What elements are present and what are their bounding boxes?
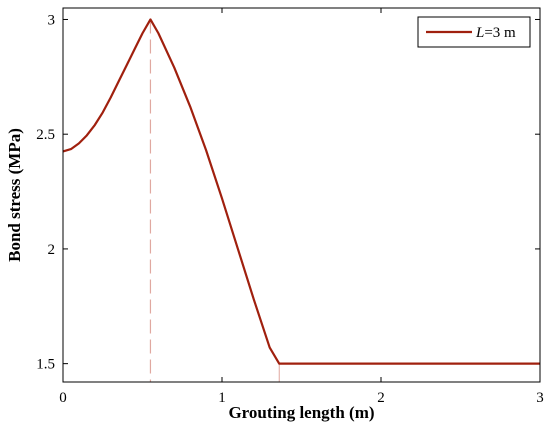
legend-box (417, 16, 531, 48)
x-tick-label: 2 (377, 390, 385, 406)
y-axis-ticks: 1.5 2 2.5 3 (36, 12, 540, 373)
x-tick-label: 0 (59, 390, 67, 406)
y-tick-label: 2.5 (36, 127, 55, 143)
x-axis-ticks: 0 1 2 3 (59, 8, 544, 406)
legend: L=3 m (417, 16, 531, 48)
series-group (62, 18, 540, 365)
legend-entry-italic: L (475, 25, 484, 41)
y-tick-label: 2 (48, 242, 56, 258)
x-tick-label: 3 (536, 390, 544, 406)
plot-frame (62, 7, 541, 383)
y-tick-label: 1.5 (36, 357, 55, 373)
x-axis-label: Grouting length (m) (228, 403, 374, 422)
series-line (62, 18, 540, 365)
legend-entry: L=3 m (475, 25, 516, 41)
guide-lines (149, 19, 280, 382)
y-axis-label: Bond stress (MPa) (5, 128, 24, 262)
legend-entry-rest: =3 m (484, 25, 516, 41)
x-tick-label: 1 (218, 390, 226, 406)
y-tick-label: 3 (48, 12, 56, 28)
